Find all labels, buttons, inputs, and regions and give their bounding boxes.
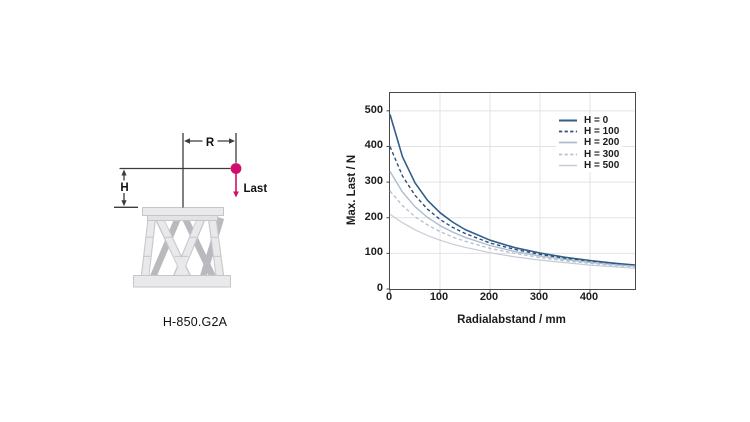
legend-line-sample [559, 164, 577, 167]
height-dimension-label: H [120, 182, 128, 194]
height-label-gap [117, 180, 131, 193]
y-tick-label: 0 [376, 282, 383, 294]
y-tick-label: 500 [364, 103, 383, 116]
height-arrow-top [121, 169, 127, 176]
radius-arrow-left [184, 138, 190, 144]
legend-item-h100: H = 100 [558, 126, 619, 137]
hexapod-front-leg-fill [174, 214, 205, 280]
legend-label: H = 100 [584, 126, 620, 138]
hexapod-load-diagram: R H Last [114, 133, 268, 288]
legend-item-h300: H = 300 [558, 149, 619, 160]
hexapod-front-leg-fill [141, 215, 156, 279]
y-tick-label: 400 [364, 139, 383, 152]
hexapod-base-plate [133, 275, 231, 288]
legend-label: H = 0 [584, 115, 609, 127]
model-caption: H-850.G2A [162, 315, 228, 329]
legend-label: H = 300 [584, 148, 620, 160]
legend-line-sample [559, 153, 577, 156]
legend-item-h500: H = 500 [558, 160, 619, 171]
curve-h500 [389, 213, 636, 269]
radius-dimension-label: R [206, 137, 215, 149]
hexapod-front-leg-fill [208, 215, 224, 279]
curve-h0 [389, 114, 636, 266]
hexapod-top-plate [142, 207, 224, 216]
x-tick-label: 400 [579, 291, 599, 303]
legend-item-h200: H = 200 [558, 137, 619, 148]
y-tick-label: 200 [364, 210, 383, 223]
legend-item-h0: H = 0 [558, 115, 619, 126]
curve-h100 [389, 146, 636, 267]
x-tick-label: 0 [385, 291, 393, 303]
hexapod-back-leg [150, 216, 181, 279]
x-tick-label: 100 [429, 291, 449, 303]
hexapod-strut-joints [143, 236, 221, 257]
legend-label: H = 500 [584, 159, 620, 171]
load-point-dot [230, 163, 242, 174]
x-axis-title: Radialabstand / mm [457, 314, 566, 326]
y-tick-label: 100 [364, 246, 383, 259]
x-tick-label: 300 [529, 291, 549, 303]
load-arrow-head [233, 191, 239, 198]
height-arrow-bottom [121, 200, 127, 207]
curve-h300 [389, 190, 636, 268]
legend-label: H = 200 [584, 137, 620, 149]
legend-line-sample [559, 130, 577, 133]
legend-line-sample [559, 142, 577, 144]
radius-arrow-right [229, 138, 235, 144]
hexapod-top-plate-lower [147, 215, 218, 221]
load-label: Last [244, 183, 268, 195]
legend-line-sample [559, 119, 577, 122]
y-tick-label: 300 [364, 175, 383, 188]
radius-label-gap [202, 134, 218, 148]
x-tick-label: 200 [479, 291, 499, 303]
curve-h200 [389, 171, 636, 267]
